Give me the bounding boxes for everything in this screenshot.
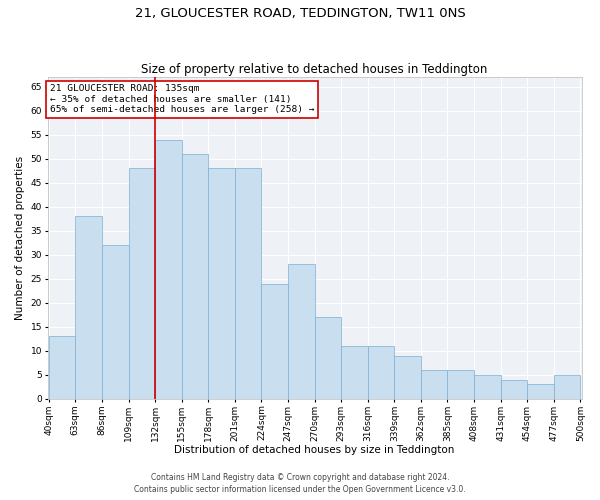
Text: Contains HM Land Registry data © Crown copyright and database right 2024.
Contai: Contains HM Land Registry data © Crown c… bbox=[134, 472, 466, 494]
Bar bbox=[208, 168, 235, 399]
Bar bbox=[474, 375, 500, 399]
X-axis label: Distribution of detached houses by size in Teddington: Distribution of detached houses by size … bbox=[175, 445, 455, 455]
Bar bbox=[448, 370, 474, 399]
Bar bbox=[421, 370, 448, 399]
Title: Size of property relative to detached houses in Teddington: Size of property relative to detached ho… bbox=[142, 63, 488, 76]
Text: 21, GLOUCESTER ROAD, TEDDINGTON, TW11 0NS: 21, GLOUCESTER ROAD, TEDDINGTON, TW11 0N… bbox=[134, 8, 466, 20]
Bar bbox=[288, 264, 314, 399]
Bar bbox=[368, 346, 394, 399]
Bar bbox=[128, 168, 155, 399]
Y-axis label: Number of detached properties: Number of detached properties bbox=[15, 156, 25, 320]
Bar bbox=[49, 336, 76, 399]
Bar bbox=[182, 154, 208, 399]
Bar bbox=[314, 318, 341, 399]
Bar bbox=[394, 356, 421, 399]
Bar bbox=[500, 380, 527, 399]
Bar bbox=[102, 245, 128, 399]
Bar bbox=[554, 375, 580, 399]
Bar bbox=[262, 284, 288, 399]
Bar bbox=[155, 140, 182, 399]
Bar bbox=[235, 168, 262, 399]
Bar bbox=[76, 216, 102, 399]
Bar bbox=[527, 384, 554, 399]
Bar bbox=[341, 346, 368, 399]
Text: 21 GLOUCESTER ROAD: 135sqm
← 35% of detached houses are smaller (141)
65% of sem: 21 GLOUCESTER ROAD: 135sqm ← 35% of deta… bbox=[50, 84, 314, 114]
